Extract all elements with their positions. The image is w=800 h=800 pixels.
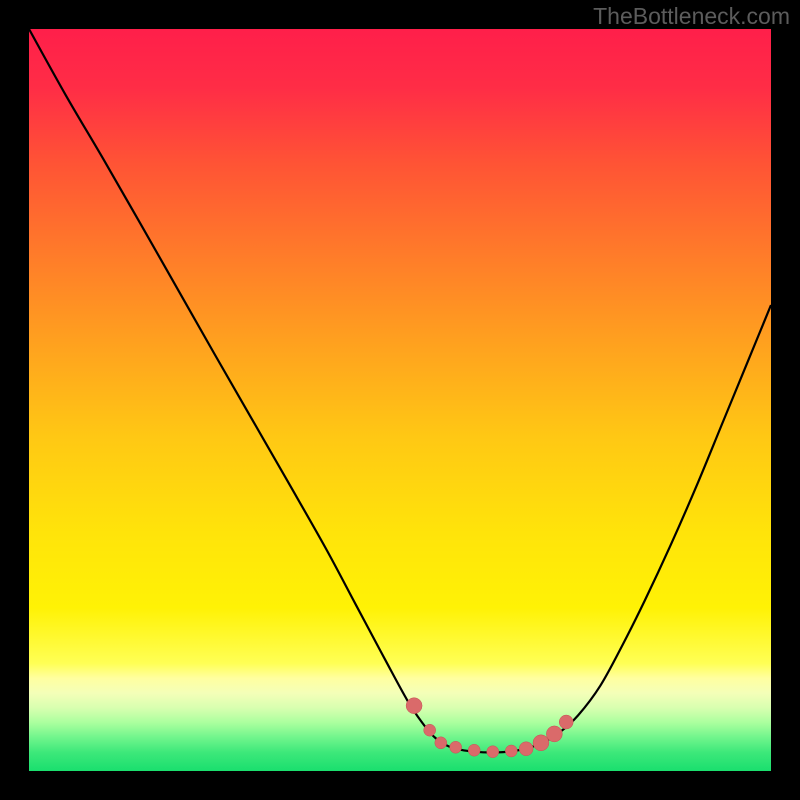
marker-dot: [450, 741, 462, 753]
marker-dot: [424, 724, 436, 736]
chart-svg: [0, 0, 800, 800]
marker-dot: [435, 737, 447, 749]
marker-dot: [487, 746, 499, 758]
marker-dot: [406, 698, 422, 714]
chart-stage: TheBottleneck.com: [0, 0, 800, 800]
marker-dot: [505, 745, 517, 757]
marker-dot: [519, 742, 533, 756]
marker-dot: [533, 735, 549, 751]
watermark-text: TheBottleneck.com: [593, 3, 790, 30]
marker-dot: [468, 744, 480, 756]
marker-dot: [546, 726, 562, 742]
marker-dot: [559, 715, 573, 729]
gradient-background: [29, 29, 771, 771]
